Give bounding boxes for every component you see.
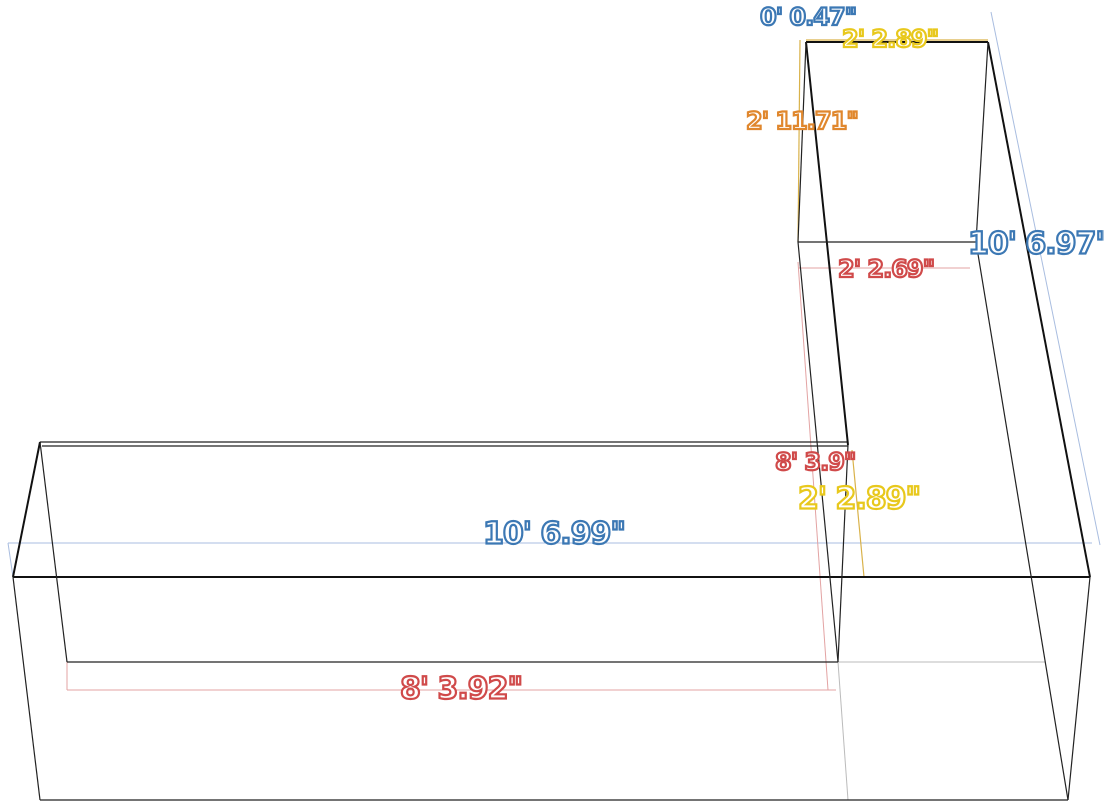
edge: [1067, 576, 1091, 801]
dimension-label: 2' 2.89": [842, 25, 938, 53]
dimension-label: 8' 3.92": [400, 672, 522, 707]
hidden-edge: [837, 661, 849, 801]
edge: [39, 441, 68, 663]
dimension-label: 10' 6.97": [968, 227, 1104, 262]
guide-line: [7, 542, 14, 578]
dimension-label: 2' 2.89": [798, 482, 920, 517]
guide-line: [797, 261, 829, 691]
dimension-label: 0' 0.47": [760, 3, 856, 31]
dimension-label: 2' 11.71": [746, 107, 858, 135]
edge: [987, 41, 1091, 578]
edge: [805, 41, 849, 446]
dimension-label: 10' 6.99": [483, 517, 625, 552]
edge: [975, 241, 1069, 801]
edge: [975, 41, 989, 243]
edge: [12, 576, 41, 801]
guide-line: [797, 39, 801, 243]
dimension-label: 2' 2.69": [838, 255, 934, 283]
edge: [797, 241, 839, 663]
guide-line: [990, 11, 1101, 546]
dimension-label: 8' 3.9": [775, 448, 855, 476]
edge: [797, 41, 807, 243]
edge: [837, 444, 849, 663]
guide-line: [851, 449, 865, 578]
edge: [12, 441, 41, 578]
